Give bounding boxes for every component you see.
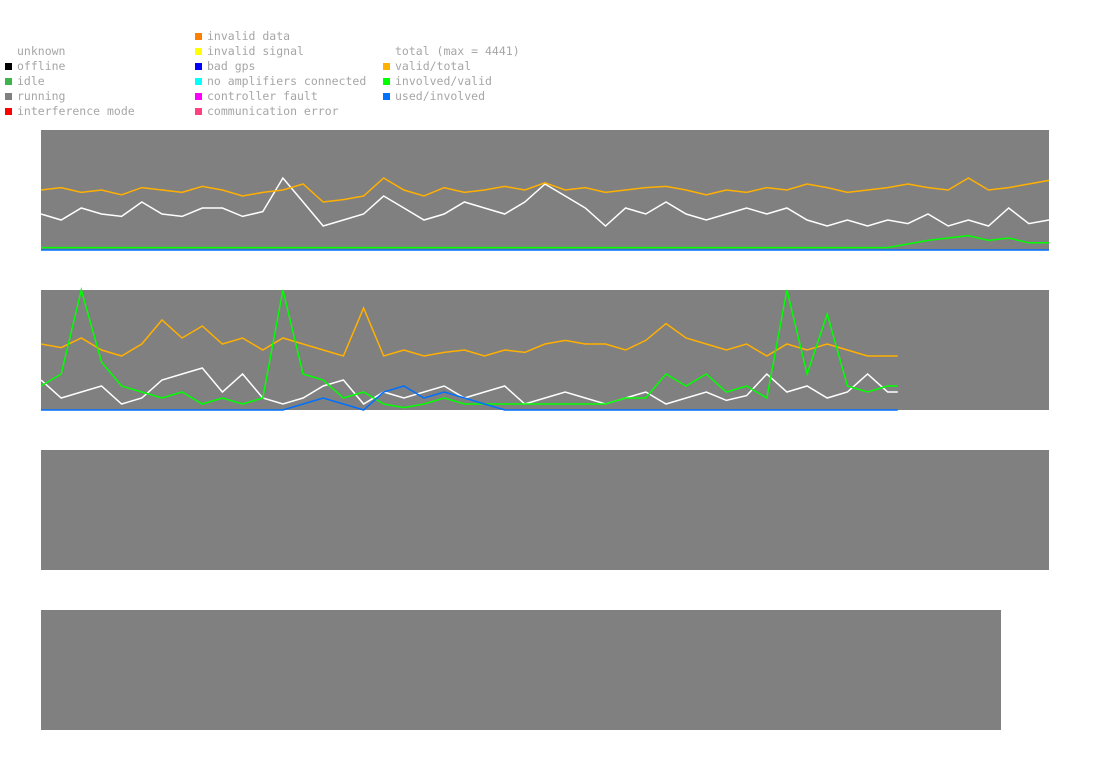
legend-label-valid-total: valid/total [395, 59, 472, 73]
chart-2-series-used-involved [41, 385, 898, 411]
legend-label-invalid-data: invalid data [207, 29, 291, 43]
legend-label-unknown: unknown [17, 44, 66, 58]
legend-label-interference-mode: interference mode [17, 104, 135, 118]
legend-label-invalid-signal: invalid signal [207, 44, 304, 58]
legend-label-bad-gps: bad gps [207, 59, 256, 73]
chart-panel-3 [41, 450, 1049, 570]
chart-panel-1 [41, 130, 1049, 250]
legend-swatch-interference-mode [5, 108, 12, 115]
legend-swatch-offline [5, 63, 12, 70]
legend-label-used-involved: used/involved [395, 89, 486, 103]
chart-1-series-valid-total [40, 177, 1050, 203]
legend-swatch-used-involved [383, 93, 390, 100]
legend-label-communication-error: communication error [207, 104, 339, 118]
legend-label-involved-valid: involved/valid [395, 74, 492, 88]
chart-1-series-involved-valid [41, 234, 1049, 249]
legend-label-offline: offline [17, 59, 66, 73]
chart-2-series-involved-valid [40, 287, 898, 409]
chart-2-series-total [40, 367, 898, 405]
legend-swatch-communication-error [195, 108, 202, 115]
legend-swatch-bad-gps [195, 63, 202, 70]
chart-panel-4 [41, 610, 1001, 730]
chart-1-series-total [40, 176, 1050, 228]
legend-label-idle: idle [17, 74, 45, 88]
legend-label-controller-fault: controller fault [207, 89, 318, 103]
legend-swatch-running [5, 93, 12, 100]
legend-label-running: running [17, 89, 66, 103]
legend-swatch-controller-fault [195, 93, 202, 100]
legend-label-no-amplifiers: no amplifiers connected [207, 74, 367, 88]
chart-2-series-valid-total [40, 306, 898, 357]
legend-swatch-invalid-signal [195, 48, 202, 55]
legend-swatch-valid-total [383, 63, 390, 70]
legend-swatch-no-amplifiers [195, 78, 202, 85]
legend-label-total: total (max = 4441) [395, 44, 520, 58]
legend-swatch-invalid-data [195, 33, 202, 40]
chart-panel-2 [41, 290, 1049, 410]
legend-swatch-idle [5, 78, 12, 85]
legend-swatch-involved-valid [383, 78, 390, 85]
